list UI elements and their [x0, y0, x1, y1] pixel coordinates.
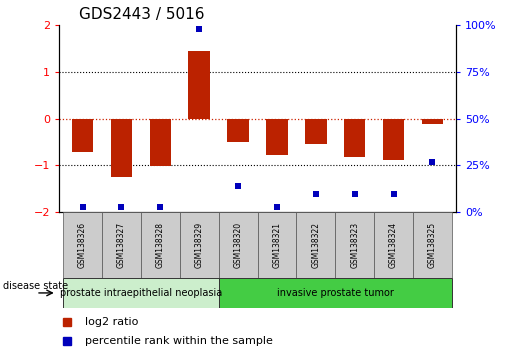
Bar: [296, 212, 335, 278]
Bar: [383, 119, 404, 160]
Text: GSM138325: GSM138325: [428, 222, 437, 268]
Bar: [335, 212, 374, 278]
Bar: [219, 212, 258, 278]
Bar: [63, 212, 102, 278]
Text: GSM138328: GSM138328: [156, 222, 165, 268]
Bar: [422, 119, 443, 124]
Bar: [111, 119, 132, 177]
Bar: [102, 212, 141, 278]
Text: prostate intraepithelial neoplasia: prostate intraepithelial neoplasia: [60, 288, 222, 298]
Bar: [258, 212, 296, 278]
Bar: [188, 51, 210, 119]
Bar: [63, 278, 219, 308]
Bar: [305, 119, 327, 144]
Text: GSM138324: GSM138324: [389, 222, 398, 268]
Text: disease state: disease state: [3, 281, 67, 291]
Text: GSM138322: GSM138322: [311, 222, 320, 268]
Bar: [374, 212, 413, 278]
Bar: [150, 119, 171, 166]
Text: GSM138326: GSM138326: [78, 222, 87, 268]
Bar: [413, 212, 452, 278]
Text: GSM138320: GSM138320: [234, 222, 243, 268]
Text: percentile rank within the sample: percentile rank within the sample: [85, 336, 273, 346]
Text: GSM138329: GSM138329: [195, 222, 204, 268]
Text: invasive prostate tumor: invasive prostate tumor: [277, 288, 393, 298]
Text: GDS2443 / 5016: GDS2443 / 5016: [79, 7, 204, 22]
Text: GSM138327: GSM138327: [117, 222, 126, 268]
Text: log2 ratio: log2 ratio: [85, 317, 139, 327]
Text: GSM138323: GSM138323: [350, 222, 359, 268]
Bar: [141, 212, 180, 278]
Bar: [72, 119, 93, 152]
Bar: [227, 119, 249, 142]
Text: GSM138321: GSM138321: [272, 222, 281, 268]
Bar: [219, 278, 452, 308]
Bar: [266, 119, 288, 155]
Bar: [344, 119, 365, 157]
Bar: [180, 212, 219, 278]
